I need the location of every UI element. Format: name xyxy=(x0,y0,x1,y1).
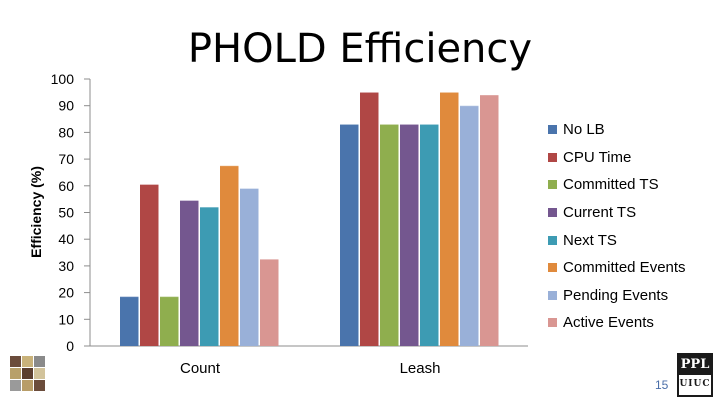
legend-label: Committed Events xyxy=(563,259,686,277)
bar-no-lb-count xyxy=(120,296,139,346)
y-tick-label: 70 xyxy=(58,151,74,167)
legend-item: No LB xyxy=(548,116,686,144)
legend-label: No LB xyxy=(563,121,605,139)
legend-swatch xyxy=(548,263,557,273)
logo-uiuc-text: UIUC xyxy=(679,379,711,389)
ppl-uiuc-logo: PPL UIUC xyxy=(677,353,713,397)
legend-swatch xyxy=(548,235,557,245)
y-tick-label: 60 xyxy=(58,178,74,194)
legend-item: Committed TS xyxy=(548,171,686,199)
bar-active-events-count xyxy=(260,259,279,346)
logo-ppl-text: PPL xyxy=(679,355,711,375)
page-number: 15 xyxy=(655,378,669,392)
bar-committed-ts-count xyxy=(160,296,179,346)
legend-item: CPU Time xyxy=(548,144,686,172)
legend-item: Pending Events xyxy=(548,282,686,310)
x-category-label: Leash xyxy=(400,360,441,377)
legend-swatch xyxy=(548,290,557,300)
legend-swatch xyxy=(548,208,557,218)
bar-active-events-leash xyxy=(480,95,499,347)
y-tick-label: 100 xyxy=(51,71,75,87)
x-category-label: Count xyxy=(180,360,221,377)
bar-pending-events-count xyxy=(240,188,259,346)
y-tick-label: 10 xyxy=(58,311,74,327)
legend-item: Next TS xyxy=(548,226,686,254)
legend-swatch xyxy=(548,125,557,135)
bar-current-ts-leash xyxy=(400,124,419,346)
bar-no-lb-leash xyxy=(340,124,359,346)
bar-next-ts-count xyxy=(200,207,219,346)
legend-swatch xyxy=(548,180,557,190)
legend-label: Next TS xyxy=(563,231,617,249)
legend-label: Committed TS xyxy=(563,176,659,194)
y-tick-label: 90 xyxy=(58,98,74,114)
y-tick-label: 80 xyxy=(58,124,74,140)
chart-legend: No LB CPU Time Committed TS Current TS Next … xyxy=(548,116,686,337)
legend-swatch xyxy=(548,318,557,328)
bar-cpu-time-leash xyxy=(360,92,379,346)
bar-committed-events-leash xyxy=(440,92,459,346)
legend-label: CPU Time xyxy=(563,148,632,166)
bar-current-ts-count xyxy=(180,200,199,346)
bar-next-ts-leash xyxy=(420,124,439,346)
legend-item: Active Events xyxy=(548,309,686,337)
y-tick-label: 50 xyxy=(58,205,74,221)
bar-committed-events-count xyxy=(220,165,239,346)
chart-title: PHOLD Efficiency xyxy=(187,26,533,72)
y-tick-label: 40 xyxy=(58,231,74,247)
y-tick-label: 30 xyxy=(58,258,74,274)
bar-pending-events-leash xyxy=(460,105,479,346)
bar-cpu-time-count xyxy=(140,184,159,346)
legend-label: Active Events xyxy=(563,314,654,332)
y-tick-label: 20 xyxy=(58,285,74,301)
legend-item: Current TS xyxy=(548,199,686,227)
legend-swatch xyxy=(548,152,557,162)
y-tick-label: 0 xyxy=(66,338,74,354)
legend-item: Committed Events xyxy=(548,254,686,282)
legend-label: Current TS xyxy=(563,204,637,222)
bar-committed-ts-leash xyxy=(380,124,399,346)
legend-label: Pending Events xyxy=(563,286,669,304)
left-corner-logo xyxy=(10,356,46,400)
